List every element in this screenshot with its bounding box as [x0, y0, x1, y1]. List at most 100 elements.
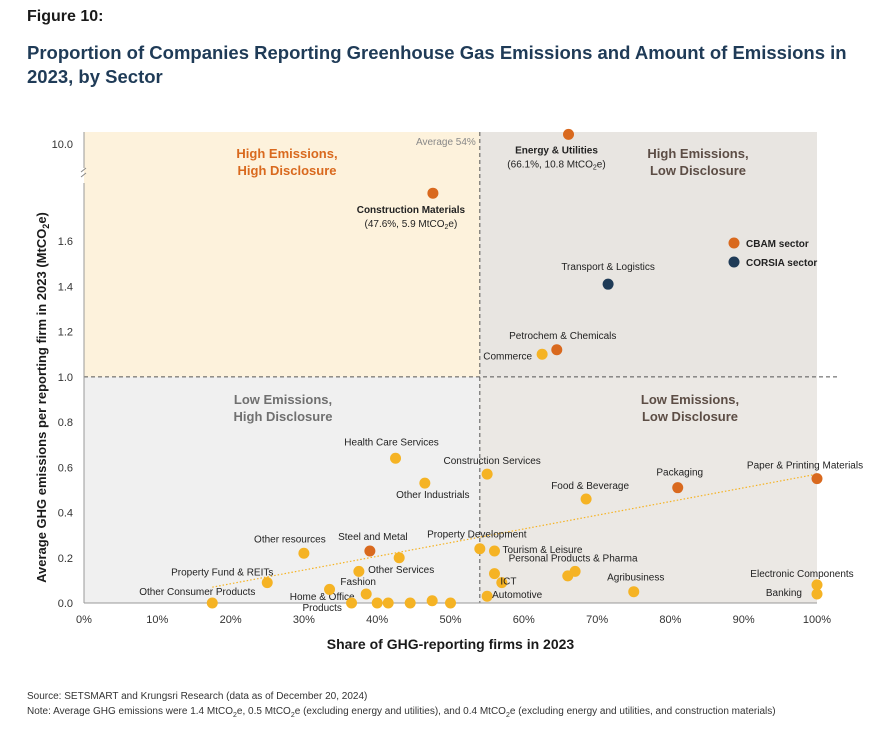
point-label: Other Industrials — [396, 490, 469, 501]
data-point — [426, 595, 438, 607]
data-point — [488, 568, 500, 580]
x-tick-label: 100% — [803, 614, 831, 626]
data-point — [371, 597, 383, 609]
source-note: Source: SETSMART and Krungsri Research (… — [27, 691, 368, 702]
point-sublabel: (47.6%, 5.9 MtCO2e) — [364, 219, 457, 231]
data-point — [298, 547, 310, 559]
data-point — [346, 597, 358, 609]
data-point — [811, 473, 823, 485]
data-point — [261, 577, 273, 589]
y-axis-label: Average GHG emissions per reporting firm… — [34, 212, 51, 583]
point-label: Fashion — [340, 577, 376, 588]
scatter-chart: Average 54% 0% 10% 20% 30% 40% 50% 60% 70% 80% 90%… — [34, 128, 863, 652]
x-tick-label: 90% — [733, 614, 755, 626]
point-label: Automotive — [492, 590, 542, 601]
data-point — [382, 597, 394, 609]
point-label: Petrochem & Chemicals — [509, 331, 616, 342]
quadrant-title-low-high: High Disclosure — [234, 409, 333, 424]
data-point — [390, 452, 402, 464]
point-label: Food & Beverage — [551, 481, 629, 492]
y-tick-label: 0.2 — [58, 553, 73, 565]
legend-cbam-marker — [728, 237, 740, 249]
x-tick-label: 10% — [146, 614, 168, 626]
data-point — [481, 590, 493, 602]
point-label: Other Services — [368, 565, 434, 576]
data-point — [628, 586, 640, 598]
footnote: Note: Average GHG emissions were 1.4 MtC… — [27, 706, 776, 719]
data-point — [353, 565, 365, 577]
quadrant-title-low-low: Low Emissions, — [641, 392, 739, 407]
point-label: Personal Products & Pharma — [509, 553, 638, 564]
point-label: Property Development — [427, 530, 527, 541]
y-tick-label: 0.8 — [58, 417, 73, 429]
data-point — [811, 579, 823, 591]
y-tick-label: 1.6 — [58, 236, 73, 248]
x-tick-label: 70% — [586, 614, 608, 626]
data-point — [404, 597, 416, 609]
x-tick-label: 30% — [293, 614, 315, 626]
point-label: Property Fund & REITs — [171, 568, 273, 579]
legend-corsia-marker — [728, 256, 740, 268]
data-point — [393, 552, 405, 564]
quadrant-title-low-low: Low Disclosure — [642, 409, 738, 424]
point-label: ICT — [500, 577, 516, 588]
y-tick-label: 10.0 — [52, 139, 73, 151]
quadrant-title-high-low: High Emissions, — [647, 146, 748, 161]
data-point — [360, 588, 372, 600]
point-label: Commerce — [483, 351, 532, 362]
point-label: Agribusiness — [607, 573, 664, 584]
x-tick-label: 0% — [76, 614, 92, 626]
data-point — [474, 543, 486, 555]
point-label: Tourism & Leisure — [502, 545, 582, 556]
quadrant-low-emissions-high-disclosure — [84, 376, 480, 603]
legend-corsia-label: CORSIA sector — [746, 258, 817, 269]
point-label: Paper & Printing Materials — [747, 461, 863, 472]
data-point — [562, 570, 574, 582]
point-label: Home & Office — [290, 592, 355, 603]
point-label: Transport & Logistics — [561, 262, 655, 273]
data-point — [206, 597, 218, 609]
x-tick-label: 60% — [513, 614, 535, 626]
point-label: Packaging — [656, 468, 703, 479]
point-sublabel: (66.1%, 10.8 MtCO2e) — [507, 159, 605, 171]
data-point — [496, 577, 508, 589]
y-tick-label: 1.2 — [58, 327, 73, 339]
y-tick-label: 0.0 — [58, 598, 73, 610]
point-label: Other Consumer Products — [139, 587, 255, 598]
quadrant-title-high-high: High Emissions, — [236, 146, 337, 161]
x-tick-label: 20% — [220, 614, 242, 626]
y-tick-label: 1.0 — [58, 372, 73, 384]
chart-title: Proportion of Companies Reporting Greenh… — [27, 42, 847, 87]
data-point — [580, 493, 592, 505]
axis-break-mark — [80, 167, 87, 173]
legend-cbam-label: CBAM sector — [746, 239, 809, 250]
quadrant-title-high-high: High Disclosure — [238, 163, 337, 178]
point-label: Banking — [766, 588, 802, 599]
quadrant-high-emissions-low-disclosure — [479, 132, 817, 377]
point-label: Energy & Utilities — [515, 145, 598, 156]
average-label: Average 54% — [416, 137, 476, 148]
y-tick-label: 0.6 — [58, 462, 73, 474]
x-tick-label: 40% — [366, 614, 388, 626]
point-label: Other resources — [254, 534, 326, 545]
data-point — [364, 545, 376, 557]
quadrant-high-emissions-high-disclosure — [84, 132, 480, 377]
y-tick-label: 0.4 — [58, 508, 73, 520]
quadrant-title-low-high: Low Emissions, — [234, 392, 332, 407]
x-axis-label: Share of GHG-reporting firms in 2023 — [327, 636, 575, 652]
data-point — [427, 187, 439, 199]
point-label: Electronic Components — [750, 569, 853, 580]
point-label: Construction Services — [444, 456, 541, 467]
quadrant-title-high-low: Low Disclosure — [650, 163, 746, 178]
data-point — [419, 477, 431, 489]
x-tick-label: 80% — [659, 614, 681, 626]
trendline — [212, 473, 818, 588]
axis-break-mark — [80, 172, 87, 178]
data-point — [445, 597, 456, 609]
data-point — [672, 482, 684, 494]
data-point — [563, 128, 575, 140]
quadrant-low-emissions-low-disclosure — [479, 376, 817, 603]
data-point — [811, 588, 823, 600]
point-label: Products — [302, 603, 341, 614]
data-point — [481, 468, 493, 480]
